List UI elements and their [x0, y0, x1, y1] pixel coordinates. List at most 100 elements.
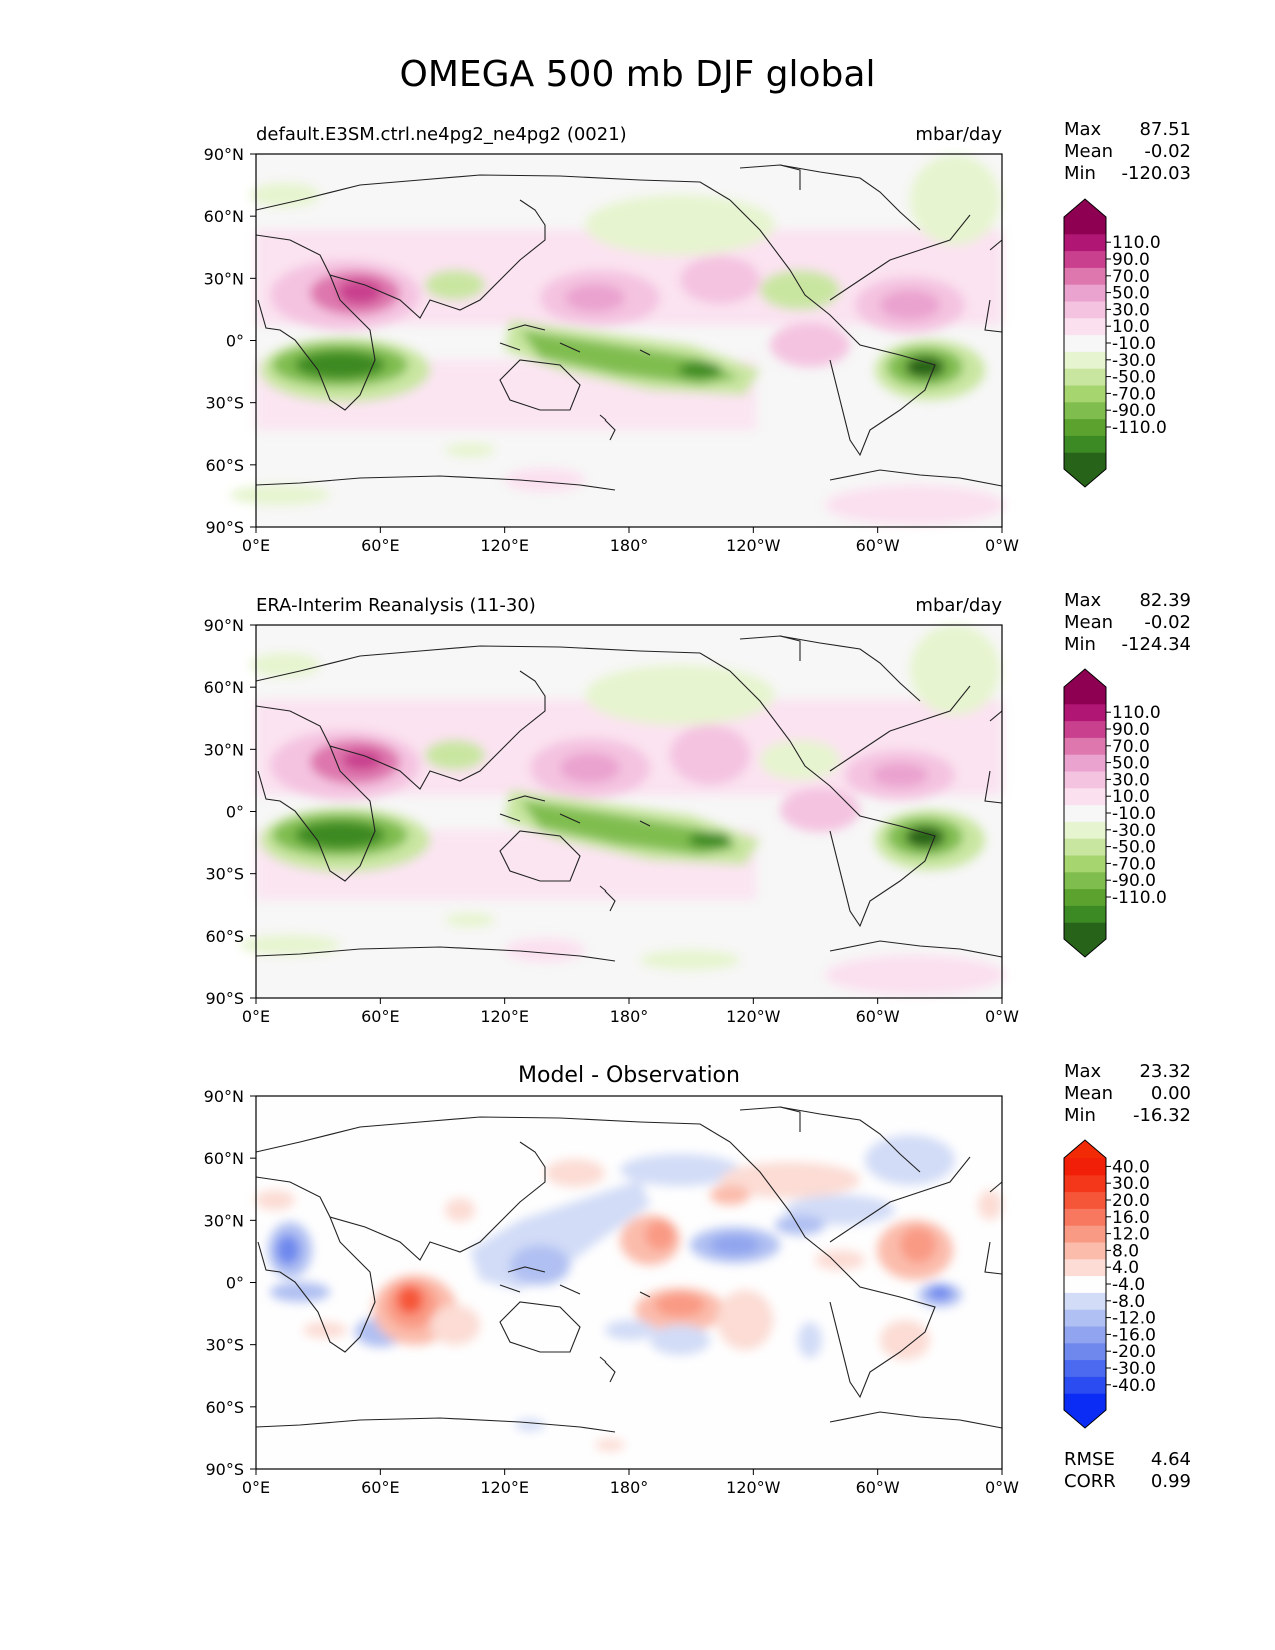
lat-tick-label: 60°N [204, 1149, 244, 1168]
stat-value-min: -16.32 [1133, 1105, 1191, 1126]
colorbar-tick-label: -30.0 [1112, 821, 1156, 841]
colorbar-segment [1064, 888, 1106, 906]
colorbar-segment [1064, 1359, 1106, 1377]
colorbar-tick-label: 50.0 [1112, 284, 1150, 304]
map-area [230, 153, 1005, 528]
lon-tick-label: 0°E [242, 536, 270, 555]
lat-tick-label: 0° [226, 803, 244, 822]
colorbar-segment [1064, 1225, 1106, 1243]
colorbar-segment [1064, 301, 1106, 319]
lon-tick-label: 60°E [361, 1478, 399, 1497]
colorbar-segment [1064, 1158, 1106, 1176]
colorbar: 110.090.070.050.030.010.0-10.0-30.0-50.0… [1063, 668, 1167, 958]
lon-tick-labels: 0°E 60°E 120°E 180° 120°W 60°W 0°W [242, 527, 1019, 555]
colorbar-extend-max [1064, 1140, 1106, 1158]
lon-tick-labels: 0°E 60°E 120°E 180° 120°W 60°W 0°W [242, 998, 1019, 1026]
colorbar-tick-label: -90.0 [1112, 871, 1156, 891]
lon-tick-label: 120°W [726, 1478, 781, 1497]
colorbar-segment [1064, 1275, 1106, 1293]
lon-tick-label: 60°E [361, 536, 399, 555]
stat-label-max: Max [1064, 590, 1102, 611]
stat-value-min: -124.34 [1122, 634, 1191, 655]
lon-tick-label: 120°E [480, 1478, 529, 1497]
colorbar-segment [1064, 1292, 1106, 1310]
colorbar-tick-label: 110.0 [1112, 703, 1161, 723]
lat-tick-label: 0° [226, 1274, 244, 1293]
colorbar-segment [1064, 905, 1106, 923]
colorbar-tick-label: -30.0 [1112, 1359, 1156, 1379]
stat-label-max: Max [1064, 1061, 1102, 1082]
lat-tick-label: 60°S [205, 927, 244, 946]
panel-left-title: default.E3SM.ctrl.ne4pg2_ne4pg2 (0021) [256, 124, 627, 145]
lon-tick-label: 0°E [242, 1007, 270, 1026]
colorbar-segment [1064, 804, 1106, 822]
colorbar-segment [1064, 871, 1106, 890]
stats-block: Max 87.51 Mean -0.02 Min -120.03 [1064, 119, 1191, 184]
coastlines [255, 164, 1003, 491]
stat-label-min: Min [1064, 634, 1096, 655]
colorbar-segment [1064, 1258, 1106, 1277]
colorbar-segment [1064, 1326, 1106, 1344]
lon-tick-label: 180° [610, 1478, 649, 1497]
lon-tick-label: 180° [610, 536, 649, 555]
stat-label-mean: Mean [1064, 141, 1113, 162]
colorbar-tick-label: -50.0 [1112, 368, 1156, 388]
colorbar-outline [1063, 198, 1107, 488]
corr-value: 0.99 [1151, 1471, 1191, 1492]
colorbar: 40.030.020.016.012.08.04.0-4.0-8.0-12.0-… [1063, 1139, 1156, 1429]
lat-tick-label: 30°N [204, 740, 244, 759]
stat-label-min: Min [1064, 1105, 1096, 1126]
stat-label-mean: Mean [1064, 612, 1113, 633]
colorbar-segment [1064, 250, 1106, 268]
stats-block: Max 82.39 Mean -0.02 Min -124.34 [1064, 590, 1191, 655]
colorbar-tick-label: 90.0 [1112, 250, 1150, 270]
colorbar-tick-label: -70.0 [1112, 854, 1156, 874]
colorbar-segment [1064, 922, 1106, 940]
colorbar-tick-label: 16.0 [1112, 1208, 1150, 1228]
colorbar-extend-max [1064, 669, 1106, 687]
footer-stats: RMSE 4.64 CORR 0.99 [1064, 1449, 1191, 1492]
panel-diff: Model - Observation [204, 1061, 1191, 1497]
colorbar-tick-label: -40.0 [1112, 1376, 1156, 1396]
corr-label: CORR [1064, 1471, 1116, 1492]
stat-value-mean: -0.02 [1144, 141, 1191, 162]
colorbar-segment [1064, 368, 1106, 386]
stat-value-max: 82.39 [1139, 590, 1191, 611]
lat-tick-label: 60°N [204, 207, 244, 226]
lat-tick-label: 30°N [204, 269, 244, 288]
lat-tick-label: 90°S [205, 989, 244, 1008]
colorbar-tick-label: -10.0 [1112, 334, 1156, 354]
colorbar-tick-label: -70.0 [1112, 384, 1156, 404]
lon-tick-labels: 0°E 60°E 120°E 180° 120°W 60°W 0°W [242, 1469, 1019, 1497]
stat-value-mean: -0.02 [1144, 612, 1191, 633]
lat-tick-label: 90°S [205, 1460, 244, 1479]
lon-tick-label: 0°W [985, 1478, 1019, 1497]
colorbar-tick-label: -90.0 [1112, 401, 1156, 421]
colorbar-segment [1064, 452, 1106, 470]
lat-tick-label: 90°N [204, 145, 244, 164]
colorbar-tick-label: 10.0 [1112, 787, 1150, 807]
stat-value-mean: 0.00 [1151, 1083, 1191, 1104]
colorbar-tick-label: 110.0 [1112, 233, 1161, 253]
colorbar-tick-label: 8.0 [1112, 1241, 1139, 1261]
lon-tick-label: 0°W [985, 536, 1019, 555]
stats-block: Max 23.32 Mean 0.00 Min -16.32 [1064, 1061, 1191, 1126]
rmse-value: 4.64 [1151, 1449, 1191, 1470]
colorbar-tick-label: -10.0 [1112, 804, 1156, 824]
lon-tick-label: 0°E [242, 1478, 270, 1497]
colorbar-tick-label: -12.0 [1112, 1309, 1156, 1329]
colorbar-extend-min [1064, 469, 1106, 487]
colorbar-segment [1064, 233, 1106, 252]
stat-value-max: 23.32 [1139, 1061, 1191, 1082]
colorbar-tick-label: 40.0 [1112, 1157, 1150, 1177]
colorbar-tick-label: 70.0 [1112, 267, 1150, 287]
lat-tick-label: 30°S [205, 394, 244, 413]
lon-tick-label: 60°E [361, 1007, 399, 1026]
colorbar-tick-label: 30.0 [1112, 770, 1150, 790]
colorbar-extend-min [1064, 939, 1106, 957]
rmse-label: RMSE [1064, 1449, 1115, 1470]
stat-label-min: Min [1064, 163, 1096, 184]
colorbar-segment [1064, 1208, 1106, 1226]
contour-fields [255, 1135, 1002, 1451]
